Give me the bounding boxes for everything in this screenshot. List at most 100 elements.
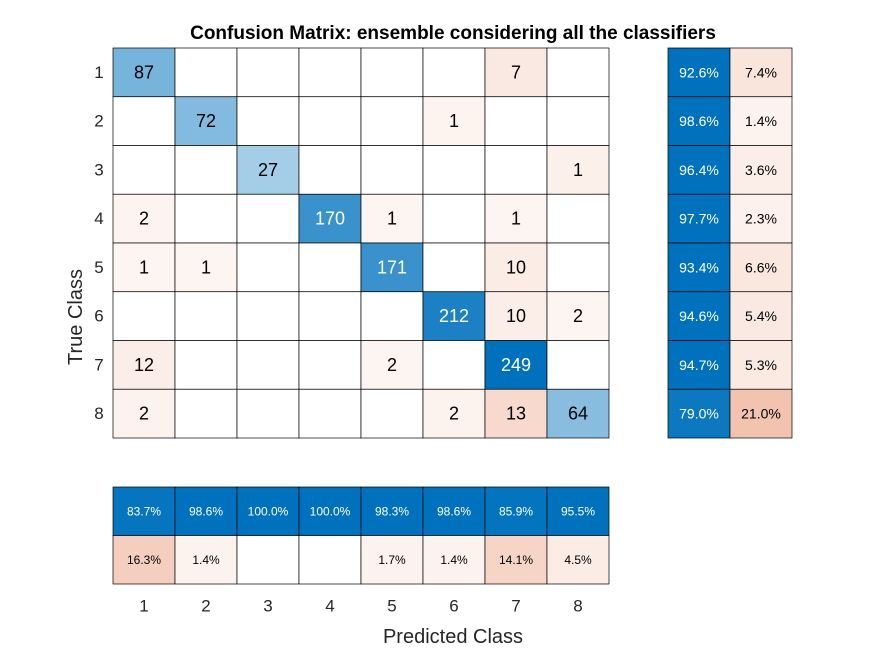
y-tick-label: 5	[94, 258, 103, 277]
column-summary-incorrect-value: 1.4%	[192, 553, 220, 567]
column-summary-correct-cell	[484, 486, 548, 536]
x-tick-label: 2	[201, 597, 210, 616]
column-summary-incorrect-cell	[422, 535, 486, 585]
column-summary-correct-value: 95.5%	[561, 504, 595, 518]
y-tick-label: 3	[94, 160, 103, 179]
matrix-cell	[360, 242, 424, 293]
matrix-cell	[174, 340, 238, 390]
matrix-cell	[112, 47, 176, 98]
y-tick-label: 1	[94, 63, 103, 82]
matrix-cell-value: 7	[511, 62, 521, 82]
matrix-cell-value: 170	[315, 209, 345, 229]
column-summary-correct-value: 98.3%	[375, 504, 409, 518]
column-summary-correct-value: 100.0%	[310, 504, 351, 518]
row-summary-correct-value: 94.7%	[679, 357, 719, 373]
matrix-cell	[546, 96, 610, 146]
row-summary-incorrect-cell	[729, 388, 793, 439]
column-summary-incorrect-value: 16.3%	[127, 553, 161, 567]
matrix-cell	[422, 145, 486, 195]
matrix-cell	[236, 145, 300, 195]
matrix-cell	[298, 388, 362, 439]
row-summary-incorrect-cell	[729, 145, 793, 195]
matrix-cell	[422, 47, 486, 98]
matrix-cell	[236, 291, 300, 341]
column-summary: 83.7% 16.3% 98.6% 1.4% 100.0% 100.0% 98.3% 1.7%…	[112, 486, 610, 585]
matrix-cell	[236, 193, 300, 244]
matrix-cell	[112, 340, 176, 390]
matrix-cell	[546, 340, 610, 390]
column-summary-correct-value: 100.0%	[248, 504, 289, 518]
matrix-cell-value: 87	[134, 62, 154, 82]
chart-title: Confusion Matrix: ensemble considering a…	[190, 23, 716, 44]
row-summary-incorrect-cell	[729, 47, 793, 98]
matrix-cell-value: 27	[258, 160, 278, 180]
matrix-cell	[484, 242, 548, 293]
matrix-cell	[484, 388, 548, 439]
x-tick-label: 8	[573, 597, 582, 616]
column-summary-incorrect-value: 4.5%	[564, 553, 592, 567]
matrix-cell-value: 1	[201, 257, 211, 277]
row-summary-incorrect-value: 5.4%	[745, 308, 777, 324]
matrix-cell-value: 212	[439, 306, 469, 326]
row-summary-incorrect-value: 5.3%	[745, 357, 777, 373]
row-summary-correct-cell	[667, 145, 731, 195]
matrix-cell	[546, 47, 610, 98]
row-summary-incorrect-value: 21.0%	[741, 406, 781, 422]
matrix-cell	[360, 96, 424, 146]
matrix-cell-value: 10	[506, 257, 526, 277]
matrix-cell	[360, 340, 424, 390]
matrix-cell	[174, 388, 238, 439]
row-summary: 92.6% 7.4% 98.6% 1.4% 96.4% 3.6% 97.7% 2.3% 93.4…	[667, 47, 793, 439]
row-summary-incorrect-cell	[729, 291, 793, 341]
matrix-cell	[298, 242, 362, 293]
x-tick-label: 1	[139, 597, 148, 616]
row-summary-incorrect-value: 1.4%	[745, 113, 777, 129]
matrix-cell	[484, 145, 548, 195]
matrix-cell	[174, 47, 238, 98]
matrix-cell-value: 2	[573, 306, 583, 326]
matrix-cell	[174, 145, 238, 195]
x-tick-labels: 1 2 3 4 5 6 7 8	[139, 597, 582, 616]
x-axis-label: Predicted Class	[383, 626, 523, 648]
matrix-cell	[546, 145, 610, 195]
y-tick-labels: 1 2 3 4 5 6 7 8	[94, 63, 103, 423]
column-summary-incorrect-cell	[112, 535, 176, 585]
row-summary-correct-value: 93.4%	[679, 259, 719, 275]
matrix-cell	[298, 291, 362, 341]
matrix-cell	[484, 96, 548, 146]
matrix-cell-value: 171	[377, 257, 407, 277]
row-summary-correct-value: 94.6%	[679, 308, 719, 324]
row-summary-incorrect-value: 3.6%	[745, 162, 777, 178]
matrix-cell	[298, 96, 362, 146]
row-summary-correct-cell	[667, 193, 731, 244]
y-tick-label: 8	[94, 404, 103, 423]
matrix-cell	[174, 193, 238, 244]
row-summary-correct-cell	[667, 96, 731, 146]
x-tick-label: 7	[511, 597, 520, 616]
row-summary-correct-value: 97.7%	[679, 211, 719, 227]
matrix-cell	[298, 145, 362, 195]
column-summary-correct-value: 98.6%	[189, 504, 223, 518]
matrix-cell-value: 1	[449, 111, 459, 131]
column-summary-incorrect-value: 14.1%	[499, 553, 533, 567]
matrix-cell	[236, 96, 300, 146]
matrix-cell	[422, 96, 486, 146]
matrix-cell	[360, 291, 424, 341]
y-tick-label: 4	[94, 209, 103, 228]
matrix-cell-value: 2	[387, 355, 397, 375]
row-summary-incorrect-value: 2.3%	[745, 211, 777, 227]
y-tick-label: 6	[94, 307, 103, 326]
row-summary-correct-cell	[667, 340, 731, 390]
row-summary-correct-cell	[667, 388, 731, 439]
y-axis-label: True Class	[65, 269, 87, 365]
column-summary-correct-cell	[174, 486, 238, 536]
matrix-cell	[546, 193, 610, 244]
matrix-cell-value: 64	[568, 404, 588, 424]
matrix-cell	[360, 145, 424, 195]
matrix-cell	[422, 193, 486, 244]
matrix-cell-value: 1	[139, 257, 149, 277]
column-summary-incorrect-value: 1.7%	[378, 553, 406, 567]
matrix-cell-value: 2	[139, 209, 149, 229]
row-summary-incorrect-cell	[729, 340, 793, 390]
